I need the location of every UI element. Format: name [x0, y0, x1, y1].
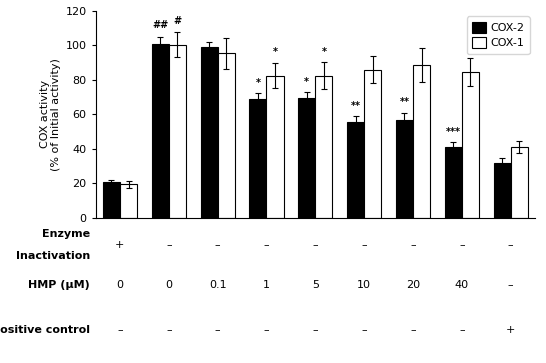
Bar [413, 65, 430, 218]
Text: Inactivation: Inactivation [16, 251, 90, 261]
Text: *: * [256, 78, 260, 87]
Text: +: + [115, 240, 124, 250]
Text: –: – [508, 280, 513, 290]
Text: *: * [272, 48, 277, 57]
Text: *: * [304, 77, 309, 87]
Text: 0: 0 [116, 280, 123, 290]
Bar [445, 147, 462, 218]
Text: –: – [361, 240, 367, 250]
Text: ##: ## [152, 20, 168, 30]
Text: **: ** [400, 97, 410, 107]
Bar [250, 99, 266, 218]
Text: +: + [506, 325, 515, 335]
Text: Positive control: Positive control [0, 325, 90, 335]
Text: 5: 5 [312, 280, 319, 290]
Bar [169, 45, 186, 218]
Text: –: – [264, 240, 269, 250]
Text: #: # [173, 16, 181, 25]
Bar [316, 76, 333, 218]
Text: Enzyme: Enzyme [42, 229, 90, 239]
Bar [511, 147, 528, 218]
Bar [218, 53, 235, 218]
Legend: COX-2, COX-1: COX-2, COX-1 [467, 16, 530, 54]
Text: 20: 20 [406, 280, 420, 290]
Text: –: – [215, 325, 221, 335]
Text: 0: 0 [165, 280, 173, 290]
Y-axis label: COX activity
(% of Initial activity): COX activity (% of Initial activity) [40, 58, 61, 171]
Text: –: – [166, 325, 171, 335]
Bar [120, 184, 137, 218]
Bar [152, 44, 169, 218]
Text: –: – [117, 325, 123, 335]
Text: –: – [166, 240, 171, 250]
Bar [494, 163, 511, 218]
Text: –: – [312, 325, 318, 335]
Text: –: – [508, 240, 513, 250]
Text: –: – [264, 325, 269, 335]
Text: *: * [322, 46, 327, 57]
Bar [103, 183, 120, 218]
Text: ***: *** [446, 127, 461, 137]
Bar [364, 70, 381, 218]
Bar [462, 72, 479, 218]
Text: –: – [312, 240, 318, 250]
Text: 0.1: 0.1 [209, 280, 227, 290]
Bar [200, 47, 218, 218]
Text: –: – [215, 240, 221, 250]
Text: HMP (μM): HMP (μM) [28, 280, 90, 290]
Text: 10: 10 [357, 280, 371, 290]
Text: –: – [410, 325, 416, 335]
Bar [298, 98, 316, 218]
Text: –: – [459, 325, 465, 335]
Text: 1: 1 [263, 280, 270, 290]
Bar [396, 119, 413, 218]
Text: –: – [410, 240, 416, 250]
Text: –: – [459, 240, 465, 250]
Bar [347, 122, 364, 218]
Text: –: – [361, 325, 367, 335]
Bar [266, 76, 283, 218]
Text: 40: 40 [455, 280, 469, 290]
Text: **: ** [351, 101, 360, 111]
